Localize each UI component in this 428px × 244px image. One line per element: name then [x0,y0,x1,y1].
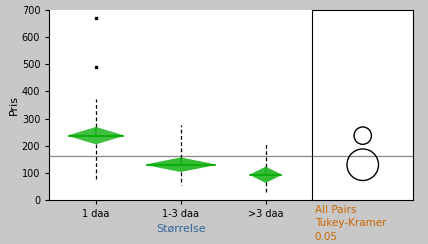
Polygon shape [250,167,281,183]
Polygon shape [69,127,123,144]
X-axis label: Størrelse: Størrelse [156,223,205,233]
Y-axis label: Pris: Pris [9,95,19,115]
Text: All Pairs
Tukey-Kramer
0.05: All Pairs Tukey-Kramer 0.05 [315,205,386,242]
Polygon shape [147,158,215,172]
